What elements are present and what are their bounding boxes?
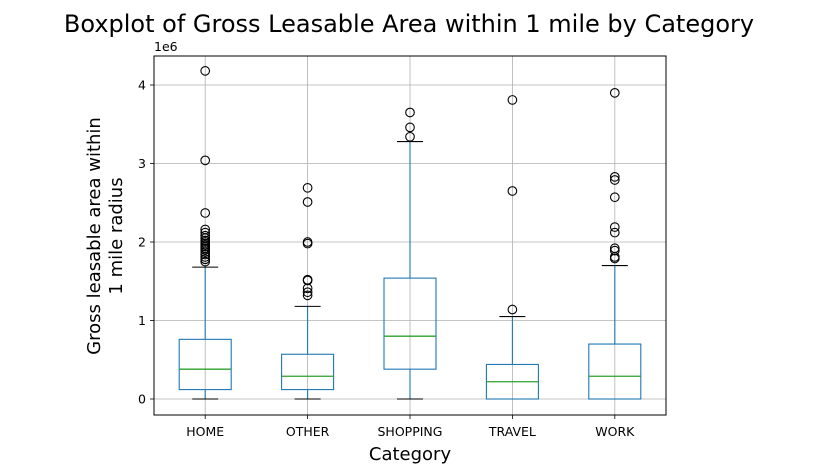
y-tick-label: 4: [138, 78, 146, 93]
x-tick-label: TRAVEL: [488, 424, 536, 439]
x-tick-label: WORK: [595, 424, 635, 439]
y-tick-label: 0: [138, 392, 146, 407]
x-axis-label: Category: [369, 444, 452, 465]
flier-point: [200, 155, 211, 166]
x-tick-label: HOME: [186, 424, 224, 439]
flier-point: [200, 66, 211, 76]
box-group-shopping: [383, 107, 437, 400]
box-group-other: [281, 182, 335, 400]
flier-point: [302, 287, 313, 298]
flier-point: [200, 227, 211, 238]
flier-point: [609, 175, 620, 185]
flier-point: [200, 208, 211, 218]
grid-lines: [154, 56, 666, 415]
flier-point: [302, 182, 313, 193]
flier-point: [302, 197, 313, 207]
box-group-home: [178, 66, 232, 400]
y-tick-label: 2: [138, 235, 146, 250]
flier-point: [405, 107, 415, 118]
flier-point: [609, 243, 620, 254]
box: [588, 343, 642, 400]
box: [178, 338, 232, 391]
flier-point: [200, 224, 211, 235]
flier-point: [609, 222, 620, 232]
flier-point: [609, 192, 620, 203]
y-axis-label-line-2: 1 mile radius: [106, 177, 127, 294]
flier-point: [302, 237, 313, 247]
flier-point: [200, 254, 211, 265]
y-tick-label: 3: [138, 156, 146, 171]
flier-point: [507, 304, 518, 315]
chart-title: Boxplot of Gross Leasable Area within 1 …: [64, 10, 754, 38]
flier-point: [609, 87, 620, 98]
flier-point: [302, 274, 313, 285]
flier-point: [302, 290, 313, 301]
y-tick-label: 1: [138, 313, 146, 328]
flier-point: [200, 249, 211, 260]
box: [383, 277, 437, 370]
x-tick-label: SHOPPING: [378, 424, 443, 439]
flier-point: [507, 95, 518, 105]
ticks-layer: 0 1 2 3 4 HOME OTHER SHOPPING TRAVEL WORK: [138, 78, 635, 440]
boxes-layer: [178, 66, 642, 400]
box-group-work: [588, 87, 642, 400]
y-axis-label-line-1: Gross leasable area within: [84, 117, 105, 355]
box-group-travel: [485, 95, 539, 400]
box: [281, 353, 335, 391]
flier-point: [609, 227, 620, 238]
flier-point: [200, 256, 211, 267]
flier-point: [405, 122, 415, 133]
flier-point: [507, 186, 518, 196]
flier-point: [609, 171, 620, 182]
y-axis-label: Gross leasable area within 1 mile radius: [84, 117, 127, 355]
flier-point: [609, 245, 620, 256]
x-tick-label: OTHER: [286, 424, 330, 439]
flier-point: [405, 131, 415, 142]
y-scale-label: 1e6: [154, 39, 178, 54]
flier-point: [200, 230, 211, 241]
flier-point: [200, 235, 211, 246]
